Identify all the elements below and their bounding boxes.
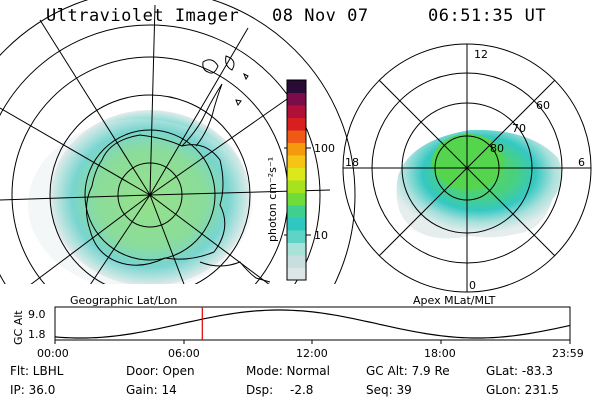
colorbar-segment <box>287 255 306 268</box>
orbit-xtick-0600: 06:00 <box>168 347 200 360</box>
colorbar-segment <box>287 230 306 243</box>
colorbar-frame <box>286 79 307 281</box>
info-gc-alt: GC Alt: 7.9 Re <box>366 364 450 378</box>
colorbar-segment <box>287 180 306 193</box>
lat-circle-1 <box>117 162 183 228</box>
orbit-x-ticks <box>54 340 571 344</box>
header-time: 06:51:35 UT <box>428 6 547 26</box>
mlt-spokes <box>343 44 591 292</box>
colorbar-segment <box>287 130 306 143</box>
colorbar-segment <box>287 80 306 93</box>
colorbar-segment <box>287 117 306 131</box>
right-aurora-core <box>432 134 504 190</box>
colorbar-segment <box>287 192 306 206</box>
colorbar-tick-100: 100 <box>314 142 335 155</box>
orbit-xtick-1800: 18:00 <box>424 347 456 360</box>
colorbar-unit-label: photon cm⁻²s⁻¹ <box>266 157 279 242</box>
info-dsp-value: -2.8 <box>290 383 314 397</box>
orbit-ytick-low: 1.8 <box>28 328 46 341</box>
orbit-xtick-1200: 12:00 <box>296 347 328 360</box>
info-glat: GLat: -83.3 <box>486 364 553 378</box>
colorbar-segment <box>287 205 306 218</box>
mlat-label-60: 60 <box>536 99 550 112</box>
colorbar-segment <box>287 155 306 168</box>
colorbar-segment <box>287 92 306 106</box>
lat-circle-outer-3 <box>0 0 356 400</box>
info-mode: Mode: Normal <box>246 364 330 378</box>
colorbar-tick-10: 10 <box>314 229 328 242</box>
info-gain: Gain: 14 <box>126 383 177 397</box>
coastline-south <box>199 261 271 283</box>
mlat-label-80: 80 <box>490 142 504 155</box>
info-ip: IP: 36.0 <box>10 383 56 397</box>
orbit-axis-label: GC Alt <box>12 310 25 345</box>
colorbar-segment <box>287 105 306 118</box>
mlt-label-12: 12 <box>474 48 488 61</box>
meridians <box>0 4 331 301</box>
mlt-label-18: 18 <box>345 156 359 169</box>
info-glon: GLon: 231.5 <box>486 383 559 397</box>
right-map-caption: Apex MLat/MLT <box>413 294 496 307</box>
left-map-caption: Geographic Lat/Lon <box>70 294 177 307</box>
left-aurora-haze <box>28 119 252 291</box>
colorbar-segment <box>287 217 306 231</box>
colorbar-segment <box>287 242 306 256</box>
colorbar-segment <box>287 142 306 156</box>
lat-circle-2 <box>84 129 216 261</box>
mlat-label-70: 70 <box>512 122 526 135</box>
orbit-xtick-0000: 00:00 <box>37 347 69 360</box>
apex-map: 12 18 6 0 60 70 80 <box>342 43 592 293</box>
geographic-map <box>0 0 356 400</box>
colorbar <box>286 79 307 281</box>
instrument-title: Ultraviolet Imager <box>46 6 240 26</box>
info-dsp-label: Dsp: <box>246 383 274 397</box>
altitude-curve <box>54 309 571 339</box>
antarctica-coastline <box>86 134 226 266</box>
orbit-xtick-2359: 23:59 <box>552 347 584 360</box>
antarctic-peninsula <box>181 83 223 147</box>
colorbar-segment <box>287 267 306 281</box>
mlt-label-6: 6 <box>578 156 585 169</box>
header-date: 08 Nov 07 <box>272 6 369 26</box>
mlt-label-0: 0 <box>469 279 476 292</box>
islands <box>235 72 249 107</box>
colorbar-segment <box>287 167 306 181</box>
orbit-plot <box>54 306 571 344</box>
south-america-tip <box>202 55 235 74</box>
info-filter: Flt: LBHL <box>10 364 64 378</box>
info-door: Door: Open <box>126 364 195 378</box>
info-seq: Seq: 39 <box>366 383 412 397</box>
orbit-ytick-high: 9.0 <box>28 308 46 321</box>
colorbar-ticks <box>284 147 311 236</box>
